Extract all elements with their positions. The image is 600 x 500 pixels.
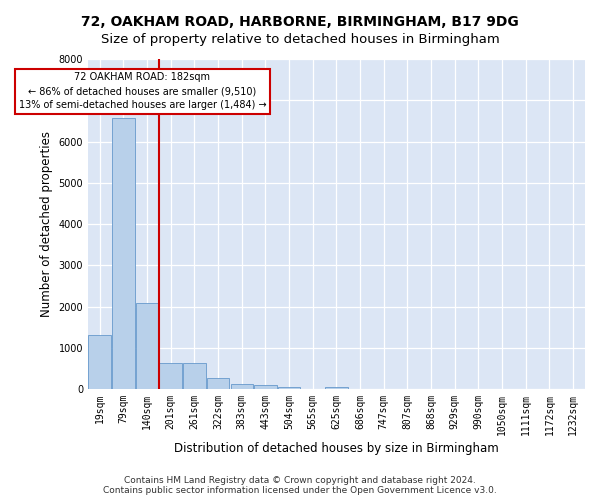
Text: 72, OAKHAM ROAD, HARBORNE, BIRMINGHAM, B17 9DG: 72, OAKHAM ROAD, HARBORNE, BIRMINGHAM, B… [81, 15, 519, 29]
Bar [112, 118, 134, 389]
Y-axis label: Number of detached properties: Number of detached properties [40, 131, 53, 317]
Text: Size of property relative to detached houses in Birmingham: Size of property relative to detached ho… [101, 32, 499, 46]
Bar [278, 386, 301, 389]
Bar [183, 362, 206, 389]
Bar [136, 304, 158, 389]
Bar [207, 378, 229, 389]
Bar [160, 362, 182, 389]
X-axis label: Distribution of detached houses by size in Birmingham: Distribution of detached houses by size … [174, 442, 499, 455]
Bar [254, 385, 277, 389]
Text: Contains HM Land Registry data © Crown copyright and database right 2024.
Contai: Contains HM Land Registry data © Crown c… [103, 476, 497, 495]
Text: 72 OAKHAM ROAD: 182sqm
← 86% of detached houses are smaller (9,510)
13% of semi-: 72 OAKHAM ROAD: 182sqm ← 86% of detached… [19, 72, 266, 110]
Bar [88, 335, 111, 389]
Bar [230, 384, 253, 389]
Bar [325, 386, 347, 389]
